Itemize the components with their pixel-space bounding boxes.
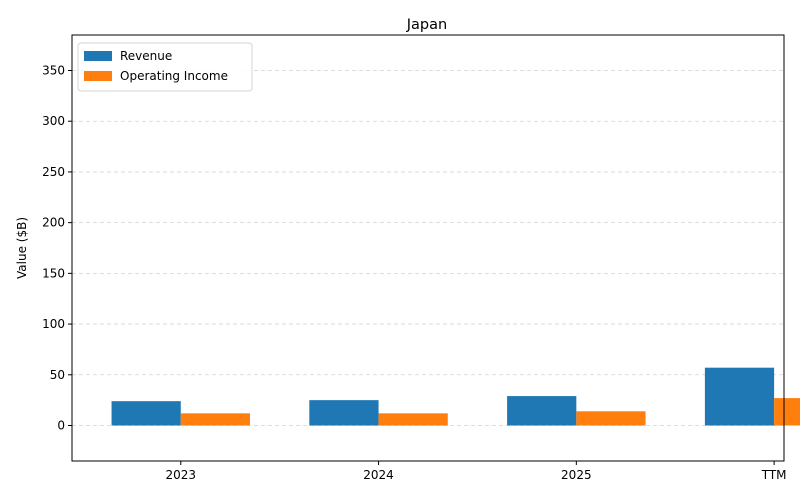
y-tick-label: 150 <box>42 266 65 280</box>
y-tick-label: 250 <box>42 165 65 179</box>
legend-swatch <box>84 51 112 61</box>
y-axis-ticks: 0 50 100 150 200 250 300 350 <box>42 64 72 433</box>
bar-revenue <box>309 400 379 426</box>
x-tick-label: 2025 <box>561 468 592 482</box>
plot-area-frame <box>71 34 785 462</box>
bar-operating-income <box>576 411 646 426</box>
y-tick-label: 50 <box>50 368 65 382</box>
bar-revenue <box>704 367 775 426</box>
bars <box>111 367 800 426</box>
y-tick-label: 350 <box>42 64 65 78</box>
legend-swatch <box>84 71 112 81</box>
legend-frame <box>77 42 253 92</box>
y-tick-label: 300 <box>42 114 65 128</box>
legend: Revenue Operating Income <box>77 42 253 92</box>
x-axis-ticks: 2023 2024 2025 TTM <box>166 461 787 482</box>
x-tick-label: TTM <box>761 468 787 482</box>
y-tick-label: 200 <box>42 216 65 230</box>
chart-title: Japan <box>406 17 447 33</box>
y-tick-label: 0 <box>57 419 65 433</box>
x-tick-label: 2023 <box>166 468 197 482</box>
bar-operating-income <box>180 413 250 426</box>
legend-label: Operating Income <box>120 69 228 83</box>
legend-label: Revenue <box>120 49 172 63</box>
y-axis-title: Value ($B) <box>15 217 29 279</box>
bar-operating-income <box>774 398 800 426</box>
bar-operating-income <box>378 413 448 426</box>
y-tick-label: 100 <box>42 317 65 331</box>
x-tick-label: 2024 <box>363 468 394 482</box>
bar-revenue <box>507 396 577 426</box>
bar-revenue <box>111 401 181 426</box>
